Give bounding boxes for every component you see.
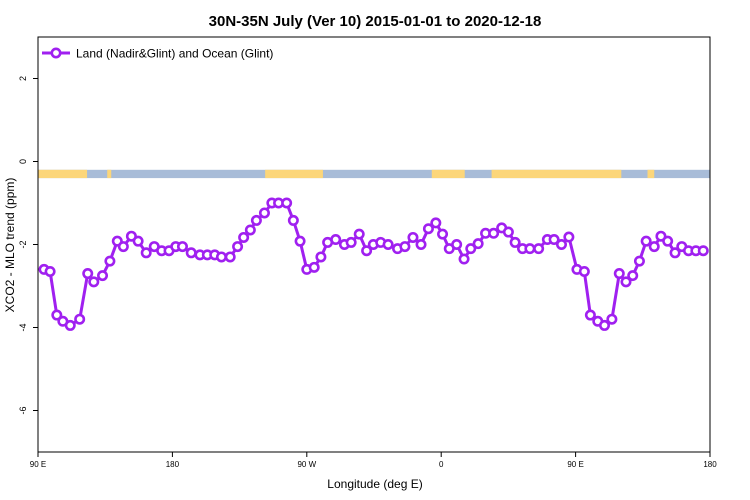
- data-point: [555, 239, 567, 251]
- data-point: [472, 238, 484, 250]
- data-point: [399, 241, 411, 253]
- map-land-segment: [491, 169, 622, 179]
- data-point: [294, 235, 306, 247]
- data-point: [382, 239, 394, 251]
- series-line-group: [43, 201, 704, 327]
- data-point: [258, 207, 270, 219]
- data-point: [451, 239, 463, 251]
- data-point: [465, 243, 477, 255]
- legend: Land (Nadir&Glint) and Ocean (Glint): [42, 47, 273, 61]
- data-point: [524, 243, 536, 255]
- data-point: [244, 224, 256, 236]
- data-point: [308, 261, 320, 273]
- data-point: [548, 234, 560, 246]
- data-point: [132, 235, 144, 247]
- data-point: [648, 241, 660, 253]
- x-axis: 90 E 180 90 W 0 90 E 180: [30, 452, 717, 469]
- data-point: [578, 265, 590, 277]
- data-point: [117, 241, 129, 253]
- data-point: [140, 247, 152, 259]
- legend-marker-swatch: [50, 47, 62, 59]
- data-point: [422, 223, 434, 235]
- data-point: [232, 241, 244, 253]
- y-axis: 2 0 -2 -4 -6: [18, 76, 38, 415]
- data-point: [287, 214, 299, 226]
- data-point: [633, 255, 645, 267]
- data-point: [606, 313, 618, 325]
- map-land-segment: [107, 169, 112, 179]
- map-land-segment: [431, 169, 465, 179]
- data-point: [353, 228, 365, 240]
- y-tick-label: 0: [18, 159, 28, 164]
- x-tick-label: 180: [703, 460, 717, 469]
- y-tick-label: 2: [18, 76, 28, 81]
- map-ocean-band: [38, 169, 710, 179]
- data-point: [104, 255, 116, 267]
- x-tick-label: 0: [439, 460, 444, 469]
- map-land-segment: [647, 169, 655, 179]
- data-point: [176, 241, 188, 253]
- data-point: [640, 235, 652, 247]
- data-point: [533, 243, 545, 255]
- data-point: [224, 251, 236, 263]
- data-point: [345, 236, 357, 248]
- data-point: [97, 270, 109, 282]
- data-point: [407, 231, 419, 243]
- data-point: [215, 251, 227, 263]
- x-tick-label: 90 E: [567, 460, 583, 469]
- series-points-group: [38, 197, 709, 331]
- data-point: [662, 235, 674, 247]
- y-tick-label: -2: [18, 240, 28, 248]
- data-point: [502, 226, 514, 238]
- data-point: [488, 227, 500, 239]
- data-point: [437, 228, 449, 240]
- data-point: [185, 247, 197, 259]
- data-point: [613, 268, 625, 280]
- map-land-segment: [265, 169, 323, 179]
- data-point: [697, 245, 709, 257]
- data-point: [74, 313, 86, 325]
- data-point: [250, 214, 262, 226]
- map-land-segment: [38, 169, 88, 179]
- data-point: [620, 276, 632, 288]
- data-point: [598, 319, 610, 331]
- data-point: [82, 268, 94, 280]
- data-point: [315, 251, 327, 263]
- data-point: [430, 217, 442, 229]
- series-line: [43, 201, 704, 327]
- data-point: [44, 265, 56, 277]
- data-point: [563, 231, 575, 243]
- data-point: [64, 319, 76, 331]
- x-tick-label: 180: [166, 460, 180, 469]
- chart-title: 30N-35N July (Ver 10) 2015-01-01 to 2020…: [209, 13, 542, 30]
- y-axis-label: XCO2 - MLO trend (ppm): [3, 178, 17, 313]
- data-point: [509, 236, 521, 248]
- data-point: [238, 231, 250, 243]
- x-axis-label: Longitude (deg E): [327, 477, 422, 491]
- y-tick-label: -4: [18, 323, 28, 331]
- data-point: [51, 309, 63, 321]
- x-tick-label: 90 W: [297, 460, 316, 469]
- data-point: [88, 276, 100, 288]
- data-point: [415, 239, 427, 251]
- data-point: [584, 309, 596, 321]
- data-point: [281, 197, 293, 209]
- data-point: [669, 247, 681, 259]
- y-tick-label: -6: [18, 406, 28, 414]
- x-tick-label: 90 E: [30, 460, 46, 469]
- data-point: [458, 253, 470, 265]
- data-point: [361, 245, 373, 257]
- data-point: [627, 270, 639, 282]
- map-strip: [38, 169, 710, 179]
- legend-label: Land (Nadir&Glint) and Ocean (Glint): [76, 47, 273, 61]
- data-point: [330, 234, 342, 246]
